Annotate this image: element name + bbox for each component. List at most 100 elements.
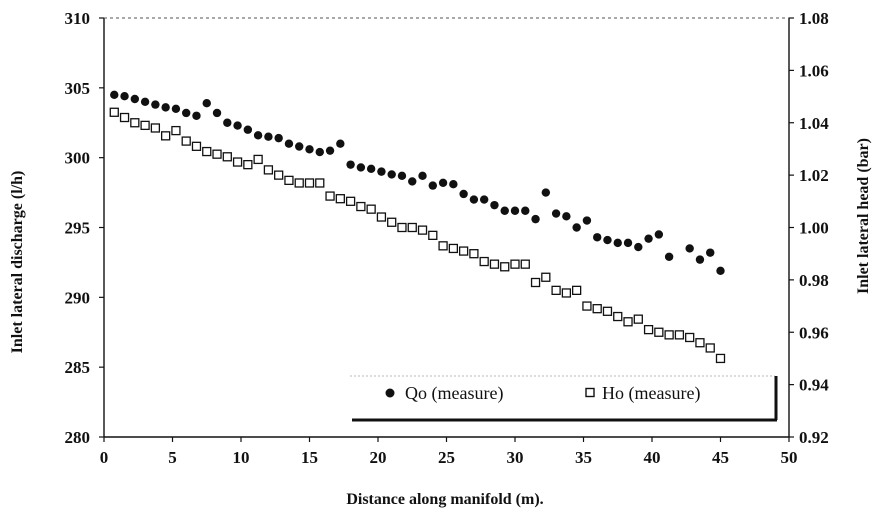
qo-point: [695, 255, 705, 264]
qo-point: [531, 214, 540, 224]
qo-point: [582, 216, 592, 225]
qo-point: [603, 235, 612, 245]
qo-point: [140, 97, 150, 107]
ho-point: [582, 301, 592, 311]
legend-marker-qo: [385, 388, 395, 398]
right-y-tick-label: 0.98: [799, 271, 829, 290]
qo-point: [305, 145, 314, 154]
ho-point: [438, 241, 448, 251]
qo-point: [572, 223, 581, 232]
qo-point: [243, 125, 253, 134]
ho-point: [150, 123, 161, 133]
left-y-tick-label: 300: [65, 149, 91, 168]
ho-point: [263, 165, 274, 175]
left-y-axis-title: Inlet lateral discharge (l/h): [9, 171, 26, 354]
ho-point: [253, 154, 263, 165]
qo-point: [551, 209, 561, 218]
qo-point: [161, 103, 170, 112]
ho-point: [130, 118, 140, 128]
ho-point: [705, 343, 715, 353]
qo-point: [110, 90, 119, 100]
ho-point: [510, 259, 520, 269]
ho-point: [232, 157, 243, 167]
right-y-axis-ticks: 0.92 0.94 0.96 0.98 1.00 1.02 1.04 1.06 1.08: [789, 9, 829, 447]
ho-point: [160, 131, 171, 141]
qo-point: [171, 104, 181, 113]
ho-point: [428, 230, 438, 241]
qo-point: [295, 142, 304, 151]
qo-point: [182, 108, 191, 118]
qo-point: [130, 94, 140, 104]
qo-point: [120, 92, 129, 101]
qo-point: [521, 206, 530, 215]
qo-point: [428, 181, 437, 190]
series-ho-measure: [109, 107, 726, 364]
qo-point: [510, 206, 520, 215]
ho-point: [448, 243, 459, 254]
ho-point: [140, 120, 150, 131]
x-tick-label: 15: [301, 448, 318, 467]
qo-point: [644, 234, 653, 243]
ho-point: [715, 353, 726, 364]
left-y-tick-label: 295: [65, 219, 91, 238]
ho-point: [335, 194, 345, 204]
ho-point: [376, 212, 387, 222]
x-tick-label: 5: [168, 448, 177, 467]
legend-marker-ho: [585, 387, 595, 398]
ho-point: [325, 191, 335, 201]
qo-point: [274, 133, 283, 143]
legend: Qo (measure) Ho (measure): [350, 375, 778, 422]
legend-label-qo: Qo (measure): [405, 383, 503, 404]
series-qo-measure: [110, 90, 725, 275]
right-y-axis-title: Inlet lateral head (bar): [855, 138, 872, 294]
ho-point: [520, 259, 530, 269]
qo-point: [593, 233, 602, 242]
ho-point: [366, 204, 376, 214]
left-y-tick-label: 310: [65, 9, 91, 28]
x-tick-label: 40: [644, 448, 661, 467]
x-axis-title: Distance along manifold (m).: [346, 491, 543, 508]
qo-point: [418, 171, 427, 181]
qo-point: [284, 139, 294, 148]
qo-point: [336, 139, 345, 148]
ho-point: [530, 277, 541, 288]
qo-point: [438, 178, 448, 188]
x-tick-label: 0: [100, 448, 109, 467]
qo-point: [233, 121, 242, 130]
ho-point: [643, 324, 654, 335]
right-y-tick-label: 0.96: [799, 323, 829, 342]
qo-point: [562, 212, 571, 221]
right-y-tick-label: 1.04: [799, 114, 829, 133]
qo-point: [634, 242, 643, 252]
qo-point: [151, 100, 160, 109]
ho-point: [407, 222, 417, 233]
ho-point: [572, 285, 582, 296]
ho-point: [284, 175, 294, 186]
qo-point: [202, 98, 211, 108]
ho-point: [345, 196, 356, 206]
left-y-tick-label: 285: [65, 358, 91, 377]
right-y-tick-label: 1.02: [799, 166, 829, 185]
qo-point: [397, 171, 407, 181]
ho-point: [674, 330, 685, 340]
qo-point: [706, 248, 715, 257]
right-y-tick-label: 1.08: [799, 9, 829, 28]
qo-point: [253, 131, 263, 140]
qo-point: [449, 180, 458, 189]
qo-point: [490, 200, 499, 210]
ho-point: [202, 146, 212, 157]
qo-point: [408, 177, 417, 186]
left-y-tick-label: 280: [65, 428, 91, 447]
ho-point: [613, 311, 623, 322]
qo-point: [613, 238, 622, 248]
ho-point: [222, 152, 232, 162]
right-y-tick-label: 0.94: [799, 376, 829, 395]
ho-point: [274, 170, 284, 180]
qo-point: [479, 195, 489, 204]
ho-point: [356, 201, 366, 212]
ho-point: [500, 262, 510, 272]
ho-point: [397, 222, 407, 233]
qo-point: [377, 167, 386, 176]
right-y-tick-label: 1.06: [799, 61, 829, 80]
ho-point: [109, 107, 119, 117]
